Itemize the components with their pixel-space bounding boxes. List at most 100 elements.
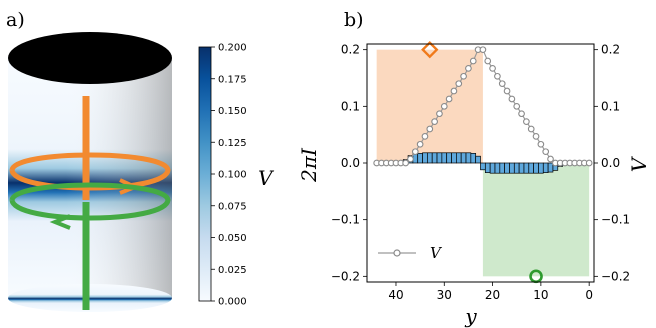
current-bar (480, 162, 486, 171)
current-bar (422, 152, 428, 164)
current-bar (509, 162, 515, 174)
v-point (503, 87, 511, 95)
v-point (455, 80, 463, 88)
current-bar (441, 152, 448, 164)
current-bar (436, 152, 443, 164)
v-point (523, 118, 530, 125)
cylinder-top (8, 32, 172, 84)
panel-b-label: b) (344, 9, 364, 31)
colorbar-tick-label: 0.000 (218, 297, 247, 308)
current-bar (489, 162, 496, 174)
y-ticks-right: 0.2 0.1 0.0 −0.1 −0.2 (594, 43, 630, 283)
colorbar-tick-label: 0.200 (218, 43, 247, 54)
v-point (547, 155, 554, 163)
v-point (426, 125, 434, 133)
v-point (411, 148, 419, 156)
current-bar (475, 155, 481, 164)
current-bar (499, 162, 505, 174)
current-bar (465, 152, 472, 164)
current-bar (427, 152, 433, 164)
panel-a: a) 0.0000.0250.0500.0750.1000.1250.1500.… (6, 9, 275, 312)
v-point (527, 125, 535, 133)
colorbar-tick-label: 0.125 (218, 138, 247, 149)
current-bar (523, 162, 530, 174)
x-ticks: 40 30 20 10 0 (388, 282, 593, 302)
colorbar-tick-label: 0.050 (218, 233, 247, 244)
y-tick-label-right: 0.2 (601, 43, 620, 57)
current-bar (494, 162, 501, 174)
colorbar-tick-label: 0.100 (218, 170, 247, 181)
current-bar (417, 153, 423, 164)
v-point (450, 87, 458, 95)
v-series-points (373, 46, 593, 167)
cylinder-bottom (8, 284, 172, 312)
colorbar-gradient (198, 46, 212, 302)
y-tick-label-left: −0.1 (331, 213, 360, 227)
panel-b: b) 40 30 20 10 0 0.2 0.1 0.0 −0.1 −0.2 0.2 0.1 0.0… (297, 9, 651, 328)
y-axis-label-left: 2πI (297, 147, 321, 183)
v-point (484, 57, 492, 65)
colorbar-tick-label: 0.025 (218, 265, 247, 276)
current-bar (460, 152, 467, 164)
x-tick-label: 0 (585, 288, 593, 302)
colorbar-ticks: 0.000 0.025 0.050 0.075 0.100 0.125 0.150 0.175… (211, 43, 247, 308)
current-bar (470, 153, 477, 164)
y-tick-label-right: 0.1 (601, 99, 620, 113)
colorbar-tick-label: 0.175 (218, 74, 247, 85)
v-point (440, 102, 448, 110)
current-bar (456, 152, 462, 164)
v-point (407, 155, 414, 163)
y-tick-label-left: 0.0 (341, 156, 360, 170)
v-point (532, 133, 540, 140)
current-bar (431, 152, 438, 164)
current-bar (542, 162, 549, 173)
y-tick-label-left: 0.2 (341, 43, 360, 57)
legend-marker (393, 249, 401, 257)
region-rect (482, 163, 590, 277)
colorbar-label: V (258, 166, 275, 190)
y-ticks-left: 0.2 0.1 0.0 −0.1 −0.2 (331, 43, 367, 283)
panel-a-label: a) (6, 9, 25, 31)
y-tick-label-right: −0.1 (601, 213, 630, 227)
x-tick-label: 30 (437, 288, 452, 302)
v-point (465, 65, 472, 72)
v-point (518, 110, 525, 118)
v-point (537, 140, 545, 148)
v-point (421, 133, 429, 140)
current-bar (484, 162, 491, 173)
y-axis-label-right: V (627, 155, 651, 172)
v-point (469, 57, 477, 65)
current-bar (518, 162, 525, 174)
cylinder (8, 32, 172, 312)
colorbar-tick-label: 0.150 (218, 106, 247, 117)
green-path (9, 182, 171, 310)
y-tick-label-right: 0.0 (601, 156, 620, 170)
v-point (542, 148, 550, 156)
v-point (513, 102, 521, 110)
cylinder-shading (8, 58, 172, 298)
green-arrow-icon (49, 214, 71, 230)
v-point (431, 118, 438, 125)
v-point (479, 46, 487, 54)
current-bars (402, 152, 563, 174)
current-bar (547, 162, 554, 173)
current-bar (538, 162, 544, 174)
current-bar (528, 162, 534, 174)
green-loop (9, 182, 171, 221)
orange-diamond-marker (421, 40, 439, 59)
y-tick-label-right: −0.2 (601, 269, 630, 283)
v-point (416, 140, 424, 148)
legend-label: V (430, 244, 443, 262)
current-bar (446, 152, 452, 164)
current-bar (513, 162, 520, 174)
v-point (585, 159, 593, 167)
x-tick-label: 10 (533, 288, 548, 302)
v-point (498, 80, 506, 88)
v-point (402, 159, 409, 167)
plot-area: 40 30 20 10 0 0.2 0.1 0.0 −0.1 −0.2 0.2 0.1 0.0 −0.… (331, 40, 630, 302)
legend: V (378, 244, 443, 262)
y-tick-label-left: −0.2 (331, 269, 360, 283)
current-bar (533, 162, 539, 174)
current-bar (451, 152, 457, 164)
